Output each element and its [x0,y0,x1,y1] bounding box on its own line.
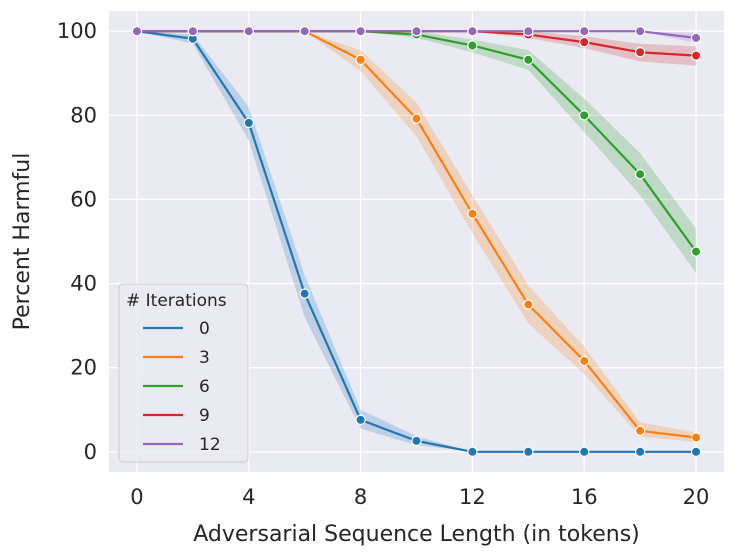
y-tick-label: 40 [70,272,97,296]
legend-items: 0 3 6 9 12 [143,319,221,455]
y-tick-labels: 0 20 40 60 80 100 [57,19,97,464]
y-tick-label: 0 [84,440,97,464]
legend-label-12: 12 [199,435,221,455]
data-point-0 [243,117,254,129]
x-axis-title: Adversarial Sequence Length (in tokens) [193,522,640,547]
data-point-12 [131,25,143,37]
data-point-12 [355,25,366,37]
data-point-0 [355,414,366,426]
data-point-12 [243,25,254,37]
confidence-bands [136,31,697,452]
y-tick-label: 60 [70,187,97,211]
data-point-3 [411,113,422,124]
data-point-6 [579,110,590,121]
x-tick-label: 4 [242,485,255,509]
confidence-band-6 [136,31,697,274]
data-point-12 [634,25,646,37]
legend: # Iterations 0 3 6 9 12 [118,283,249,463]
data-point-6 [523,54,534,65]
x-tick-label: 8 [354,485,367,509]
data-point-12 [299,25,310,37]
data-point-9 [579,36,590,48]
data-point-12 [187,25,199,37]
x-tick-labels: 0 4 8 12 16 20 [130,485,709,509]
data-point-0 [299,288,310,299]
data-point-3 [634,425,646,436]
data-point-0 [467,446,478,458]
data-point-0 [523,446,534,458]
data-point-12 [690,32,702,44]
data-point-3 [690,432,702,443]
data-point-6 [690,246,702,257]
legend-title: # Iterations [126,291,227,311]
data-point-12 [467,25,478,37]
x-tick-label: 0 [130,485,143,509]
data-point-0 [634,446,646,458]
y-tick-label: 20 [70,356,97,380]
y-axis-title: Percent Harmful [10,153,35,331]
data-point-9 [690,50,702,61]
data-point-0 [690,446,702,458]
series-markers [131,25,702,458]
data-point-9 [634,47,646,58]
data-point-0 [579,446,590,458]
legend-label-9: 9 [199,406,210,426]
data-point-3 [523,299,534,310]
data-point-12 [411,25,422,37]
legend-label-0: 0 [199,319,210,339]
data-point-12 [523,25,534,37]
y-tick-label: 100 [57,19,97,43]
data-point-6 [467,40,478,51]
x-tick-label: 12 [459,485,486,509]
confidence-band-3 [136,31,697,443]
x-tick-label: 16 [571,485,598,509]
data-point-3 [355,54,366,65]
confidence-band-9 [136,31,697,66]
data-point-6 [634,169,646,180]
x-tick-label: 20 [683,485,710,509]
data-point-3 [467,208,478,219]
data-point-3 [579,355,590,367]
data-point-12 [579,25,590,37]
legend-label-6: 6 [199,377,210,397]
y-tick-label: 80 [70,103,97,127]
data-point-0 [411,435,422,447]
legend-label-3: 3 [199,348,210,368]
